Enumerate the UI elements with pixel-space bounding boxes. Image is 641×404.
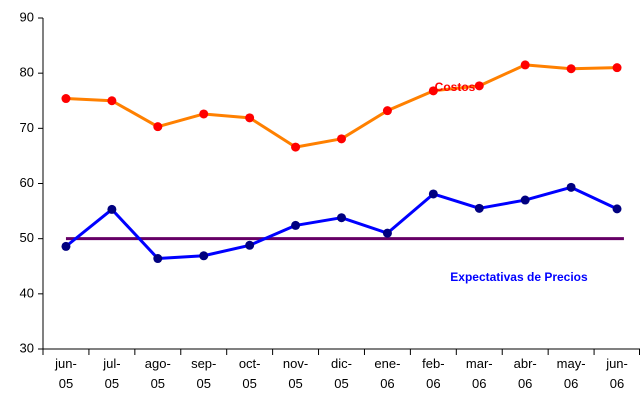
data-point: [566, 64, 576, 74]
data-point: [566, 182, 576, 192]
data-point: [61, 94, 71, 104]
x-tick-label: jun- 05: [54, 356, 77, 391]
y-tick-label: 80: [20, 65, 34, 80]
x-tick-label-line: 05: [196, 376, 210, 391]
x-tick-label-line: jul-: [102, 356, 120, 371]
x-tick-label-line: 06: [426, 376, 440, 391]
x-tick-label-line: nov-: [283, 356, 308, 371]
data-point: [153, 254, 163, 264]
x-tick-label: ene- 06: [374, 356, 400, 391]
x-tick-label: dic- 05: [331, 356, 352, 391]
data-point: [291, 142, 301, 152]
y-tick-label: 70: [20, 120, 34, 135]
x-tick-label: jul- 05: [102, 356, 120, 391]
x-tick-label: mar- 06: [466, 356, 493, 391]
x-tick-label-line: jun-: [54, 356, 77, 371]
x-tick-label-line: 05: [242, 376, 256, 391]
x-tick-label: may- 06: [557, 356, 586, 391]
x-tick-label-line: jun-: [605, 356, 628, 371]
x-tick-label-line: 06: [472, 376, 486, 391]
x-tick-label-line: 05: [105, 376, 119, 391]
data-point: [428, 189, 438, 199]
data-point: [520, 60, 530, 70]
data-point: [245, 240, 255, 250]
data-point: [382, 228, 392, 238]
x-tick-label-line: 06: [564, 376, 578, 391]
series-label: Costos: [435, 80, 476, 94]
series-line: [65, 185, 618, 261]
x-tick-label-line: dic-: [331, 356, 352, 371]
x-tick-label-line: ene-: [374, 356, 400, 371]
data-point: [428, 86, 438, 96]
x-tick-label: ago- 05: [145, 356, 171, 391]
y-tick-label: 40: [20, 285, 34, 300]
x-tick-label-line: 06: [380, 376, 394, 391]
x-tick-label-line: 05: [59, 376, 73, 391]
x-tick-label-line: 05: [151, 376, 165, 391]
data-point: [199, 251, 209, 261]
data-point: [153, 122, 163, 132]
data-point: [245, 113, 255, 123]
data-point: [520, 195, 530, 205]
y-tick-label: 60: [20, 175, 34, 190]
data-point: [474, 81, 484, 91]
x-tick-label-line: 05: [288, 376, 302, 391]
data-point: [337, 134, 346, 144]
x-tick-label-line: oct-: [239, 356, 261, 371]
x-tick-label: abr- 06: [514, 356, 537, 391]
x-tick-label: nov- 05: [283, 356, 308, 391]
x-tick-label-line: ago-: [145, 356, 171, 371]
data-point: [107, 204, 117, 214]
data-point: [612, 63, 622, 73]
x-tick-label-line: sep-: [191, 356, 216, 371]
x-tick-label-line: may-: [557, 356, 586, 371]
x-tick-label: oct- 05: [239, 356, 261, 391]
series-label: Expectativas de Precios: [450, 270, 588, 284]
x-tick-label-line: 06: [518, 376, 532, 391]
x-tick-label-line: mar-: [466, 356, 493, 371]
x-tick-label: jun- 06: [605, 356, 628, 391]
data-point: [382, 106, 392, 116]
x-tick-label: feb- 06: [422, 356, 444, 391]
y-tick-label: 90: [20, 9, 34, 24]
data-point: [199, 109, 209, 119]
data-point: [291, 220, 301, 230]
x-tick-label: sep- 05: [191, 356, 216, 391]
y-tick-label: 50: [20, 230, 34, 245]
data-point: [474, 203, 484, 213]
x-tick-label-line: abr-: [514, 356, 537, 371]
x-tick-label-line: 05: [334, 376, 348, 391]
x-tick-label-line: feb-: [422, 356, 444, 371]
data-point: [337, 213, 346, 223]
data-point: [612, 204, 622, 214]
y-tick-label: 30: [20, 340, 34, 355]
data-point: [107, 96, 117, 106]
data-point: [61, 241, 71, 251]
x-tick-label-line: 06: [610, 376, 624, 391]
